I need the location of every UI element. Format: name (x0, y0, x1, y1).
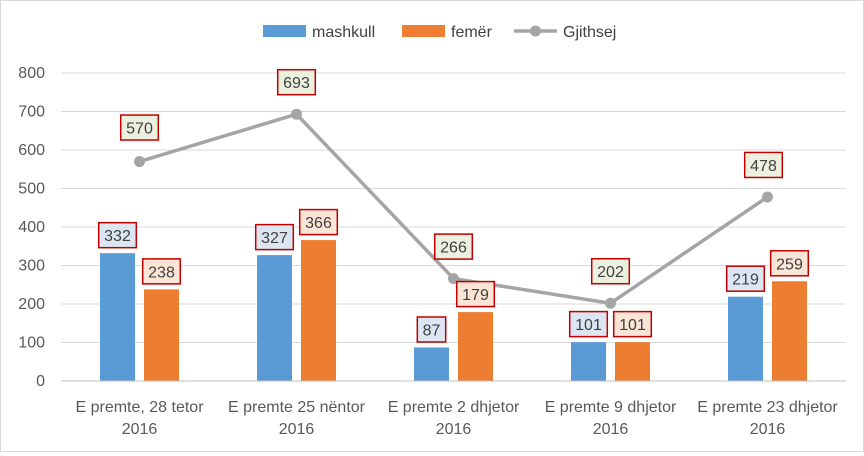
bars (100, 240, 807, 381)
legend-item-femër: femër (402, 24, 493, 41)
y-tick-label: 500 (18, 181, 45, 198)
data-label-Gjithsej-1-text: 693 (283, 75, 310, 92)
data-label-femër-3: 101 (612, 310, 653, 338)
data-label-mashkull-4-box (725, 265, 766, 292)
data-label-Gjithsej-3-text: 202 (597, 264, 624, 281)
x-axis: E premte, 28 tetor 2016 E premte 25 nëntor… (61, 380, 846, 438)
legend-label: femër (451, 24, 493, 41)
data-label-mashkull-0: 332 (97, 221, 138, 249)
legend: mashkull femër Gjithsej (263, 24, 616, 41)
legend-label: mashkull (312, 24, 375, 41)
x-tick-label: E premte, 28 tetor (75, 399, 204, 416)
bar-mashkull-4 (728, 296, 763, 381)
data-label-femër-0-text: 238 (148, 264, 175, 281)
data-label-femër-0-box (141, 258, 182, 285)
data-label-Gjithsej-4-text: 478 (750, 158, 777, 175)
y-tick-label: 800 (18, 65, 45, 82)
data-label-mashkull-1-text: 327 (261, 230, 288, 247)
bar-mashkull-1 (257, 255, 292, 381)
legend-swatch-femër (402, 25, 445, 37)
data-label-femër-1-text: 366 (305, 215, 332, 232)
y-tick-label: 400 (18, 219, 45, 236)
data-label-femër-4-text: 259 (776, 256, 803, 273)
data-label-mashkull-0-box (97, 221, 138, 249)
y-tick-label: 100 (18, 335, 45, 352)
data-label-Gjithsej-0-text: 570 (126, 121, 153, 138)
x-tick-label-year: 2016 (279, 421, 315, 438)
data-label-mashkull-4-text: 219 (732, 272, 759, 289)
bar-mashkull-0 (100, 253, 135, 381)
bar-mashkull-3 (571, 342, 606, 381)
x-tick-label-year: 2016 (436, 421, 472, 438)
data-label-femër-1: 366 (298, 208, 339, 236)
data-label-femër-3-box (612, 310, 653, 338)
data-label-Gjithsej-3: 202 (590, 257, 631, 285)
y-tick-label: 600 (18, 142, 45, 159)
x-tick-label-year: 2016 (750, 421, 786, 438)
total-line (134, 108, 773, 309)
y-axis: 0 100 200 300 400 500 600 700 800 (18, 65, 45, 390)
x-tick-label-year: 2016 (122, 421, 158, 438)
data-label-Gjithsej-4-box (743, 151, 784, 179)
legend-swatch-mashkull (263, 25, 306, 37)
data-labels: 332 327 87 101 219 238 366 179 101 259 570 693 266 20… (97, 68, 810, 343)
x-tick-label-year: 2016 (593, 421, 629, 438)
bar-mashkull-2 (414, 347, 449, 381)
x-tick-label: E premte 9 dhjetor (545, 399, 677, 416)
data-label-mashkull-2: 87 (416, 316, 447, 343)
x-tick-label: E premte 23 dhjetor (697, 399, 838, 416)
data-label-Gjithsej-1: 693 (276, 68, 317, 96)
data-label-mashkull-4: 219 (725, 265, 766, 292)
data-label-Gjithsej-2-text: 266 (440, 240, 467, 257)
data-label-femër-2-text: 179 (462, 287, 489, 304)
bar-femër-2 (458, 312, 493, 381)
data-label-femër-0: 238 (141, 258, 182, 285)
data-label-Gjithsej-1-box (276, 68, 317, 96)
bar-femër-0 (144, 289, 179, 381)
y-tick-label: 300 (18, 258, 45, 275)
y-tick-label: 0 (36, 373, 45, 390)
x-tick-label: E premte 2 dhjetor (388, 399, 520, 416)
data-label-femër-2: 179 (455, 280, 496, 308)
y-tick-label: 200 (18, 296, 45, 313)
legend-label: Gjithsej (563, 24, 616, 41)
line-point-3 (605, 297, 616, 309)
line-point-1 (291, 108, 302, 120)
data-label-Gjithsej-3-box (590, 257, 631, 285)
data-label-Gjithsej-2: 266 (433, 233, 474, 260)
data-label-Gjithsej-4: 478 (743, 151, 784, 179)
data-label-mashkull-1-box (254, 223, 295, 251)
data-label-Gjithsej-0: 570 (119, 114, 160, 141)
bar-femër-4 (772, 281, 807, 381)
bar-femër-3 (615, 342, 650, 381)
line-point-0 (134, 156, 145, 168)
data-label-femër-1-box (298, 208, 339, 236)
data-label-mashkull-2-box (416, 316, 447, 343)
data-label-femër-4-box (769, 250, 810, 277)
data-label-mashkull-2-text: 87 (423, 323, 441, 340)
data-label-mashkull-3: 101 (568, 310, 609, 338)
line-point-4 (762, 191, 773, 203)
bar-femër-1 (301, 240, 336, 381)
x-tick-label: E premte 25 nëntor (228, 399, 366, 416)
data-label-mashkull-0-text: 332 (104, 228, 131, 245)
data-label-mashkull-3-text: 101 (575, 317, 602, 334)
legend-item-mashkull: mashkull (263, 24, 375, 41)
data-label-Gjithsej-0-box (119, 114, 160, 141)
data-label-femër-3-text: 101 (619, 317, 646, 334)
data-label-femër-4: 259 (769, 250, 810, 277)
y-tick-label: 700 (18, 104, 45, 121)
data-label-mashkull-3-box (568, 310, 609, 338)
legend-item-Gjithsej: Gjithsej (514, 24, 616, 41)
legend-swatch-marker (530, 25, 541, 37)
data-label-femër-2-box (455, 280, 496, 308)
data-label-Gjithsej-2-box (433, 233, 474, 260)
data-label-mashkull-1: 327 (254, 223, 295, 251)
